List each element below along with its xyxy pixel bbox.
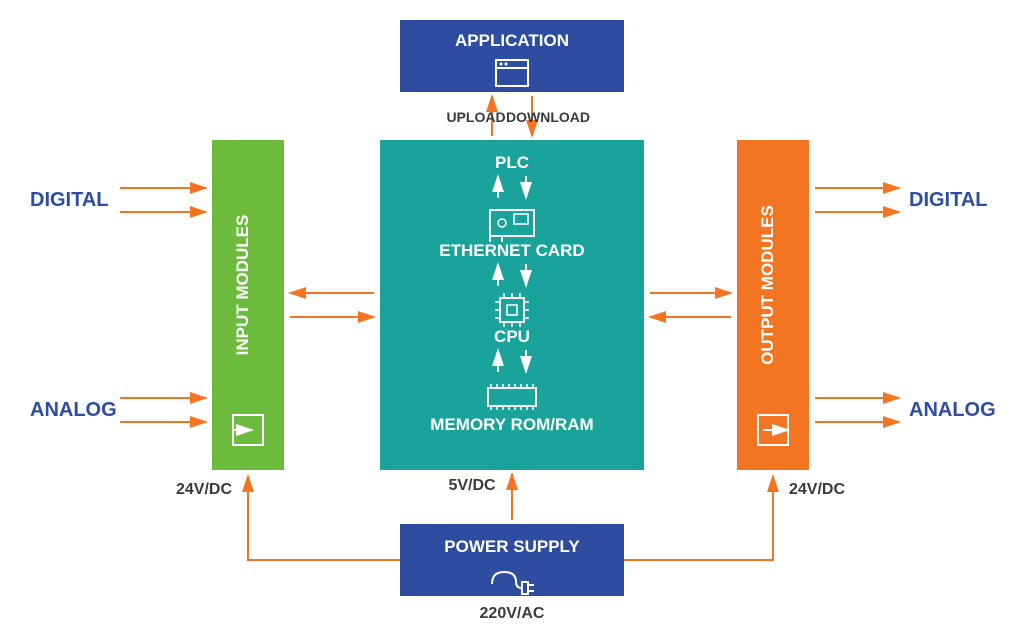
v24dc-right-label: 24V/DC bbox=[789, 481, 845, 498]
plc-label: PLC bbox=[495, 153, 529, 172]
v24dc-left-label: 24V/DC bbox=[176, 481, 232, 498]
upload-label: UPLOAD bbox=[446, 109, 505, 125]
analog-in-label: ANALOG bbox=[30, 399, 117, 421]
analog-out-label: ANALOG bbox=[909, 399, 996, 421]
v5dc-label: 5V/DC bbox=[448, 477, 496, 494]
memory-label: MEMORY ROM/RAM bbox=[430, 415, 593, 434]
download-label: DOWNLOAD bbox=[506, 109, 590, 125]
power-supply-box bbox=[400, 524, 624, 596]
digital-in-label: DIGITAL bbox=[30, 189, 109, 211]
application-label: APPLICATION bbox=[455, 31, 569, 50]
input-modules-label: INPUT MODULES bbox=[233, 215, 252, 356]
v220ac-label: 220V/AC bbox=[480, 605, 545, 622]
cpu-label: CPU bbox=[494, 327, 530, 346]
ethernet-label: ETHERNET CARD bbox=[439, 241, 584, 260]
output-modules-label: OUTPUT MODULES bbox=[758, 205, 777, 365]
power-supply-label: POWER SUPPLY bbox=[444, 537, 580, 556]
digital-out-label: DIGITAL bbox=[909, 189, 988, 211]
